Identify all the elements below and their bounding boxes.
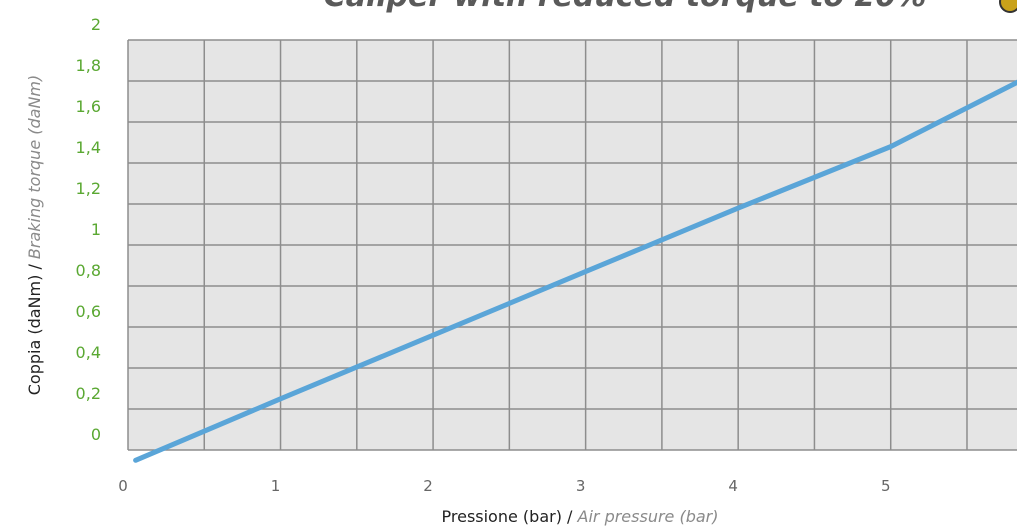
chart-title: Caliper with reduced torque to 20% xyxy=(324,0,927,14)
x-tick-label: 0 xyxy=(118,477,128,495)
y-tick-label: 1,6 xyxy=(76,97,101,116)
x-tick-label: 2 xyxy=(423,477,433,495)
x-tick-label: 3 xyxy=(576,477,586,495)
x-tick-label: 4 xyxy=(728,477,738,495)
x-axis-label: Pressione (bar) / Air pressure (bar) xyxy=(442,507,719,526)
y-tick-label: 0,2 xyxy=(76,384,101,403)
y-tick-label: 1 xyxy=(91,220,101,239)
x-tick-label: 1 xyxy=(271,477,281,495)
y-tick-label: 0,4 xyxy=(76,343,101,362)
x-tick-labels: 0 1 2 3 4 5 xyxy=(118,477,890,495)
y-tick-label: 1,2 xyxy=(76,179,101,198)
torque-line xyxy=(133,79,1017,463)
y-tick-label: 0,6 xyxy=(76,302,101,321)
y-axis-label: Coppia (daNm) / Braking torque (daNm) xyxy=(25,75,44,396)
y-tick-label: 0 xyxy=(91,425,101,444)
y-tick-labels: 0 0,2 0,4 0,6 0,8 1 1,2 1,4 1,6 1,8 2 xyxy=(76,15,101,444)
y-axis-label-main: Coppia (daNm) / xyxy=(25,264,44,396)
grid xyxy=(127,39,1017,451)
x-axis-label-main: Pressione (bar) / xyxy=(442,507,574,526)
x-tick-label: 5 xyxy=(881,477,891,495)
y-axis-label-alt: Braking torque (daNm) xyxy=(25,75,44,259)
y-tick-label: 0,8 xyxy=(76,261,101,280)
y-tick-label: 1,4 xyxy=(76,138,101,157)
x-axis-label-alt: Air pressure (bar) xyxy=(577,507,719,526)
logo-badge xyxy=(999,0,1017,13)
y-tick-label: 1,8 xyxy=(76,56,101,75)
y-tick-label: 2 xyxy=(91,15,101,34)
